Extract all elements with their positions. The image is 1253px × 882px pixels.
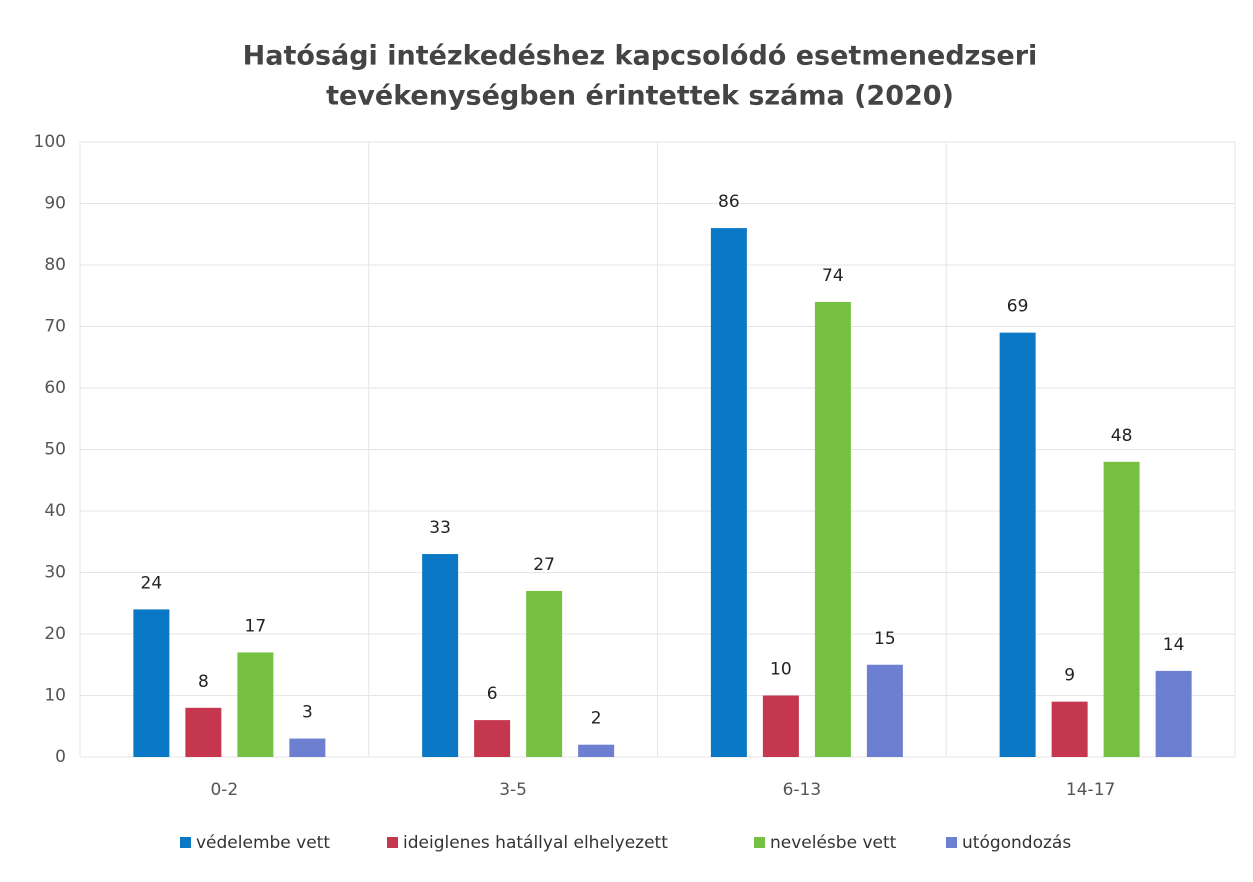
bar — [999, 332, 1036, 757]
data-label: 8 — [198, 672, 209, 692]
bar — [422, 554, 459, 757]
data-label: 48 — [1111, 426, 1133, 446]
y-tick-label: 10 — [44, 686, 66, 706]
bar — [1103, 461, 1140, 757]
data-label: 15 — [874, 629, 896, 649]
bar — [814, 301, 851, 757]
legend-label: védelembe vett — [196, 833, 330, 853]
legend-swatch — [754, 837, 765, 848]
data-label: 14 — [1163, 635, 1185, 655]
data-label: 6 — [487, 684, 498, 704]
y-tick-label: 20 — [44, 624, 66, 644]
data-label: 74 — [822, 266, 844, 286]
y-tick-label: 70 — [44, 317, 66, 337]
y-tick-label: 80 — [44, 255, 66, 275]
bar — [866, 664, 903, 757]
legend-label: utógondozás — [962, 833, 1071, 853]
y-tick-label: 90 — [44, 194, 66, 214]
x-tick-label: 3-5 — [499, 780, 527, 800]
data-label: 3 — [302, 703, 313, 723]
bar — [474, 720, 511, 757]
y-tick-label: 100 — [34, 132, 66, 152]
data-label: 33 — [429, 518, 451, 538]
x-tick-label: 6-13 — [783, 780, 822, 800]
bar — [1155, 670, 1192, 757]
y-tick-label: 50 — [44, 440, 66, 460]
x-tick-label: 0-2 — [210, 780, 238, 800]
data-label: 27 — [533, 555, 555, 575]
chart-title: Hatósági intézkedéshez kapcsolódó esetme… — [243, 41, 1038, 72]
bar — [289, 738, 326, 757]
data-label: 9 — [1064, 666, 1075, 686]
legend-swatch — [180, 837, 191, 848]
bar — [526, 590, 563, 757]
chart-title: tevékenységben érintettek száma (2020) — [326, 81, 954, 112]
bar — [578, 744, 615, 757]
y-tick-label: 0 — [55, 747, 66, 767]
legend-label: ideiglenes hatállyal elhelyezett — [403, 833, 668, 853]
data-label: 86 — [718, 192, 740, 212]
x-tick-label: 14-17 — [1066, 780, 1115, 800]
bar — [710, 228, 747, 758]
bar — [762, 695, 799, 757]
legend-label: nevelésbe vett — [770, 833, 897, 853]
legend-swatch — [946, 837, 957, 848]
bar — [185, 707, 222, 757]
legend-swatch — [387, 837, 398, 848]
data-label: 24 — [141, 573, 163, 593]
y-tick-label: 40 — [44, 501, 66, 521]
data-label: 10 — [770, 660, 792, 680]
y-tick-label: 30 — [44, 563, 66, 583]
bar — [237, 652, 274, 757]
data-label: 2 — [591, 709, 602, 729]
bar — [133, 609, 170, 757]
data-label: 17 — [245, 616, 267, 636]
data-label: 69 — [1007, 297, 1029, 317]
y-tick-label: 60 — [44, 378, 66, 398]
bar — [1051, 701, 1088, 757]
